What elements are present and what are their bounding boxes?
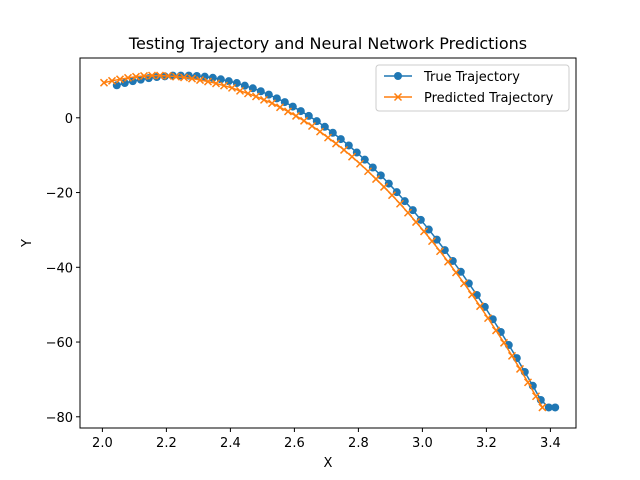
- data-point: [355, 159, 365, 168]
- y-tick-label: −20: [46, 187, 73, 202]
- data-point: [491, 326, 501, 335]
- data-point: [400, 197, 409, 206]
- y-tick-label: −60: [46, 336, 73, 351]
- x-axis: 2.0 2.2 2.4 2.6 2.8 3.0 3.2 3.4: [92, 428, 561, 451]
- data-point: [523, 378, 533, 387]
- data-point: [395, 199, 405, 208]
- data-point: [467, 290, 477, 299]
- data-point: [243, 89, 253, 98]
- data-point: [376, 171, 385, 180]
- x-tick-label: 2.2: [156, 436, 177, 451]
- data-point: [368, 163, 377, 172]
- data-point: [451, 268, 461, 277]
- data-point: [171, 72, 181, 81]
- y-tick-label: −40: [46, 261, 73, 276]
- data-point: [392, 188, 401, 197]
- data-point: [339, 145, 349, 154]
- x-tick-label: 2.4: [220, 436, 241, 451]
- plot-area: [80, 58, 576, 428]
- x-tick-label: 2.6: [284, 436, 305, 451]
- data-point: [531, 392, 541, 401]
- data-point: [147, 71, 157, 80]
- data-point: [155, 71, 165, 80]
- y-axis: 0 −20 −40 −60 −80: [46, 112, 80, 426]
- data-point: [315, 127, 325, 136]
- legend-frame: [375, 64, 570, 112]
- data-point: [371, 175, 381, 184]
- data-point: [363, 167, 373, 176]
- data-point: [211, 79, 221, 88]
- legend-marker-true: [394, 72, 402, 80]
- data-point: [435, 247, 445, 256]
- data-point: [411, 218, 421, 227]
- legend-label-predicted: Predicted Trajectory: [424, 91, 554, 106]
- data-point: [331, 139, 341, 148]
- series-layer: [99, 71, 560, 412]
- data-point: [128, 77, 137, 86]
- data-point: [187, 74, 197, 83]
- data-point: [424, 225, 433, 234]
- data-point: [483, 314, 493, 323]
- data-point: [200, 72, 209, 81]
- plot-frame: [79, 57, 577, 429]
- data-point: [283, 107, 293, 116]
- series-predicted-trajectory: [99, 71, 547, 412]
- data-point: [299, 116, 309, 125]
- data-point: [403, 208, 413, 217]
- data-point: [323, 133, 333, 142]
- data-point: [443, 257, 453, 266]
- data-point: [307, 121, 317, 131]
- data-point: [123, 73, 133, 82]
- data-point: [203, 77, 213, 86]
- data-point: [384, 179, 393, 188]
- data-point: [208, 73, 217, 82]
- x-tick-label: 3.2: [476, 436, 497, 451]
- x-tick-label: 2.0: [92, 436, 113, 451]
- data-point: [419, 227, 429, 236]
- data-point: [515, 364, 525, 373]
- data-point: [387, 191, 397, 200]
- x-tick-label: 2.8: [348, 436, 369, 451]
- data-point: [179, 73, 189, 82]
- chart-title: Testing Trajectory and Neural Network Pr…: [128, 34, 527, 53]
- legend-marker-predicted: [393, 92, 403, 102]
- data-point: [475, 302, 485, 311]
- data-point: [459, 279, 469, 288]
- data-point: [499, 338, 509, 347]
- legend: True Trajectory Predicted Trajectory: [375, 64, 570, 112]
- x-axis-label: X: [324, 456, 333, 471]
- data-point: [275, 103, 285, 112]
- data-point: [544, 403, 553, 412]
- data-point: [99, 78, 109, 87]
- data-point: [115, 75, 125, 84]
- data-point: [219, 81, 229, 90]
- x-tick-label: 3.0: [412, 436, 433, 451]
- data-point: [291, 111, 301, 120]
- legend-label-true: True Trajectory: [423, 70, 520, 85]
- data-point: [131, 72, 141, 81]
- data-point: [235, 86, 245, 95]
- data-point: [251, 92, 261, 101]
- data-point: [347, 152, 357, 161]
- data-point: [259, 95, 269, 104]
- x-tick-label: 3.4: [540, 436, 561, 451]
- y-tick-label: 0: [65, 112, 73, 127]
- data-point: [227, 83, 237, 92]
- data-point: [120, 79, 129, 88]
- data-point: [551, 403, 560, 412]
- data-point: [408, 206, 417, 215]
- data-point: [538, 403, 547, 412]
- data-point: [195, 76, 205, 85]
- data-point: [267, 99, 277, 108]
- y-tick-label: −80: [46, 411, 73, 426]
- data-point: [427, 237, 437, 246]
- data-point: [507, 351, 517, 360]
- data-point: [163, 71, 173, 80]
- data-point: [379, 182, 389, 191]
- data-point: [139, 71, 149, 80]
- y-axis-label: Y: [20, 239, 35, 248]
- data-point: [416, 215, 425, 224]
- data-point: [107, 76, 117, 85]
